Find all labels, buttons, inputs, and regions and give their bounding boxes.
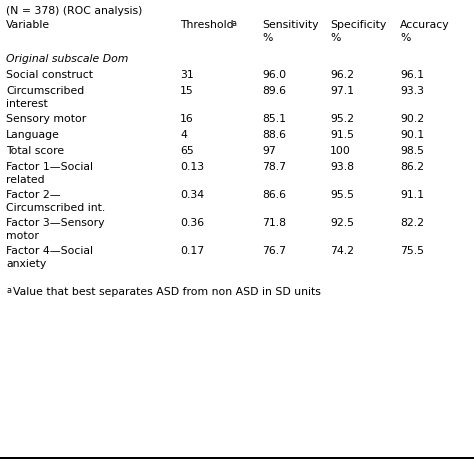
Text: Sensory motor: Sensory motor [6,114,86,124]
Text: Language: Language [6,130,60,140]
Text: 91.1: 91.1 [400,190,424,200]
Text: 82.2: 82.2 [400,218,424,228]
Text: 98.5: 98.5 [400,146,424,156]
Text: Specificity: Specificity [330,20,386,30]
Text: Original subscale Dom: Original subscale Dom [6,54,128,64]
Text: 71.8: 71.8 [262,218,286,228]
Text: Sensitivity: Sensitivity [262,20,319,30]
Text: (N = 378) (ROC analysis): (N = 378) (ROC analysis) [6,6,142,16]
Text: Factor 2—: Factor 2— [6,190,61,200]
Text: 0.34: 0.34 [180,190,204,200]
Text: %: % [400,33,410,43]
Text: Value that best separates ASD from non ASD in SD units: Value that best separates ASD from non A… [13,287,321,297]
Text: 90.1: 90.1 [400,130,424,140]
Text: 65: 65 [180,146,194,156]
Text: Threshold: Threshold [180,20,234,30]
Text: 76.7: 76.7 [262,246,286,256]
Text: 4: 4 [180,130,187,140]
Text: Variable: Variable [6,20,50,30]
Text: 91.5: 91.5 [330,130,354,140]
Text: 88.6: 88.6 [262,130,286,140]
Text: a: a [231,19,236,28]
Text: 96.1: 96.1 [400,70,424,80]
Text: Social construct: Social construct [6,70,93,80]
Text: interest: interest [6,99,48,109]
Text: Circumscribed int.: Circumscribed int. [6,203,105,213]
Text: 92.5: 92.5 [330,218,354,228]
Text: 96.0: 96.0 [262,70,286,80]
Text: Circumscribed: Circumscribed [6,86,84,96]
Text: a: a [6,286,11,295]
Text: Factor 4—Social: Factor 4—Social [6,246,93,256]
Text: related: related [6,175,45,185]
Text: 78.7: 78.7 [262,162,286,172]
Text: Total score: Total score [6,146,64,156]
Text: 0.36: 0.36 [180,218,204,228]
Text: %: % [262,33,273,43]
Text: 0.13: 0.13 [180,162,204,172]
Text: 95.5: 95.5 [330,190,354,200]
Text: %: % [330,33,340,43]
Text: Accuracy: Accuracy [400,20,450,30]
Text: 86.6: 86.6 [262,190,286,200]
Text: 0.17: 0.17 [180,246,204,256]
Text: 86.2: 86.2 [400,162,424,172]
Text: 93.3: 93.3 [400,86,424,96]
Text: anxiety: anxiety [6,259,46,269]
Text: Factor 1—Social: Factor 1—Social [6,162,93,172]
Text: Factor 3—Sensory: Factor 3—Sensory [6,218,104,228]
Text: 31: 31 [180,70,194,80]
Text: 95.2: 95.2 [330,114,354,124]
Text: 93.8: 93.8 [330,162,354,172]
Text: 16: 16 [180,114,194,124]
Text: 100: 100 [330,146,351,156]
Text: 96.2: 96.2 [330,70,354,80]
Text: 97: 97 [262,146,276,156]
Text: motor: motor [6,231,39,241]
Text: 97.1: 97.1 [330,86,354,96]
Text: 74.2: 74.2 [330,246,354,256]
Text: 90.2: 90.2 [400,114,424,124]
Text: 85.1: 85.1 [262,114,286,124]
Text: 89.6: 89.6 [262,86,286,96]
Text: 75.5: 75.5 [400,246,424,256]
Text: 15: 15 [180,86,194,96]
